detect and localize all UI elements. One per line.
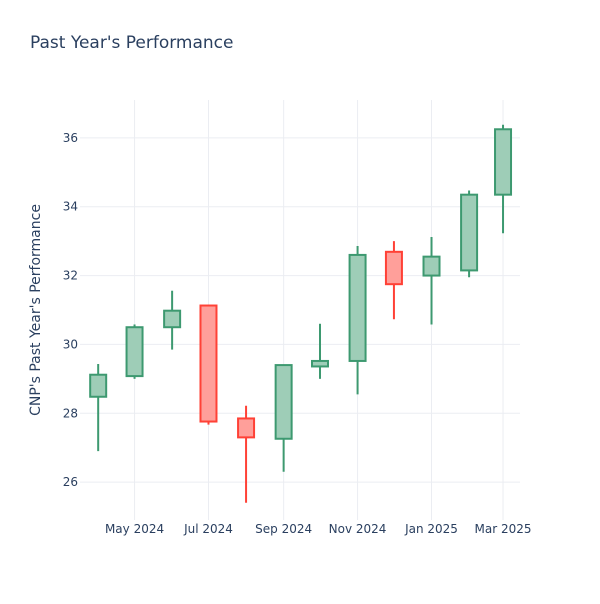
x-tick-label: Jul 2024 bbox=[183, 522, 233, 536]
candle-body bbox=[348, 253, 367, 362]
candle-body bbox=[125, 326, 144, 378]
candle-body bbox=[89, 373, 108, 398]
chart-title: Past Year's Performance bbox=[30, 33, 234, 53]
y-tick-label: 28 bbox=[63, 406, 78, 420]
candle-body bbox=[311, 359, 329, 368]
y-tick-label: 36 bbox=[63, 131, 78, 145]
candle-body bbox=[494, 128, 513, 196]
candle-body bbox=[460, 193, 479, 272]
candle-body bbox=[199, 304, 218, 423]
y-tick-label: 32 bbox=[63, 269, 78, 283]
y-tick-label: 30 bbox=[63, 337, 78, 351]
x-tick-label: May 2024 bbox=[105, 522, 164, 536]
candle-body bbox=[422, 255, 441, 277]
candle-body bbox=[163, 309, 182, 329]
y-tick-label: 26 bbox=[63, 475, 78, 489]
x-tick-label: Nov 2024 bbox=[329, 522, 387, 536]
x-tick-label: Mar 2025 bbox=[475, 522, 532, 536]
y-axis-label: CNP's Past Year's Performance bbox=[28, 204, 44, 416]
candle-body bbox=[384, 250, 403, 286]
x-tick-label: Sep 2024 bbox=[255, 522, 312, 536]
y-tick-label: 34 bbox=[63, 200, 78, 214]
candle-body bbox=[237, 417, 256, 439]
x-tick-label: Jan 2025 bbox=[404, 522, 458, 536]
candle-body bbox=[274, 364, 293, 440]
